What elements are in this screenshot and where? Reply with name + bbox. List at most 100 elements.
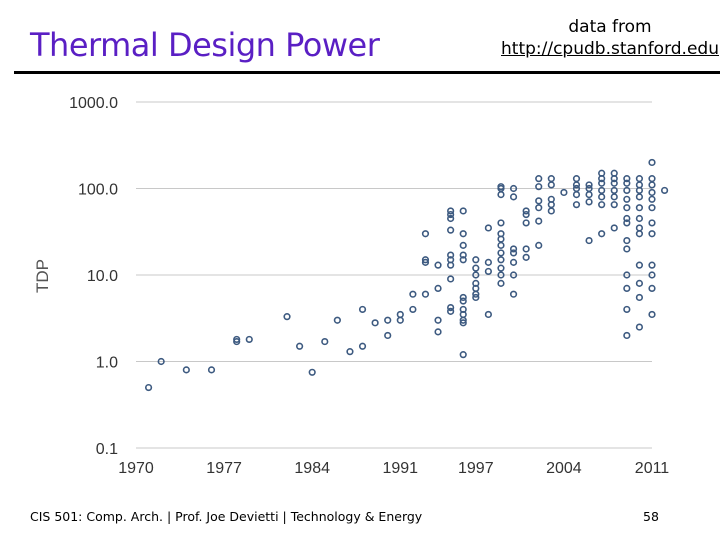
data-point [497,241,505,249]
data-point [509,271,518,279]
data-point [447,226,455,234]
data-point [459,351,467,359]
source-link[interactable]: http://cpudb.stanford.edu [501,39,719,59]
y-tick-label: 0.1 [96,441,118,458]
gridlines [136,101,652,449]
data-point [434,328,442,336]
data-point [421,230,430,238]
data-source-note: data from http://cpudb.stanford.edu [500,16,720,60]
data-point [572,201,581,209]
data-point [535,217,543,225]
data-point [497,219,505,227]
data-point [522,253,530,261]
data-point [207,366,216,374]
data-point [635,230,644,238]
data-point [182,366,190,374]
x-tick-label: 1984 [294,460,330,477]
data-point [484,267,492,276]
data-point [623,271,631,279]
data-point [635,204,644,212]
data-point [572,191,581,199]
data-point [623,284,631,292]
data-point [157,357,165,366]
data-point [623,179,631,187]
data-point [585,184,593,193]
data-point [522,219,530,227]
data-point [509,193,518,201]
data-point [572,175,581,183]
data-point [585,236,593,245]
data-point [409,290,417,298]
data-point [346,348,354,356]
data-point [648,284,656,292]
data-point [447,210,455,219]
data-point [635,261,644,269]
data-point [648,204,656,212]
data-point [648,310,656,319]
y-tick-label: 1000.0 [69,95,118,112]
x-tick-label: 2011 [635,460,670,477]
data-point [648,195,656,203]
data-point [497,183,505,191]
data-point [648,271,656,279]
data-point [535,197,543,205]
data-point [560,188,568,197]
data-point [358,305,367,314]
data-point [144,383,153,392]
data-point [371,319,379,327]
data-point [547,175,555,183]
data-point [522,210,530,219]
source-label: data from [568,17,652,37]
data-point [497,279,505,287]
data-point [459,251,467,259]
data-point [434,261,442,269]
data-point [610,186,618,195]
data-point [623,204,631,212]
data-point [623,331,631,340]
data-point [459,297,467,305]
data-point [396,310,404,319]
data-point [598,186,606,195]
data-point [459,293,467,302]
data-point [623,236,631,245]
data-point [610,169,618,177]
data-point [610,179,618,187]
slide-title: Thermal Design Power [30,26,380,64]
title-divider [14,71,720,74]
data-point [459,241,467,249]
data-point [434,284,442,292]
data-point [459,319,467,327]
data-point [623,195,631,203]
data-point [610,193,618,201]
data-point [472,256,480,264]
data-point [610,201,618,209]
data-point [484,310,492,319]
data-point [384,331,392,340]
data-point [547,207,555,215]
data-point [447,275,455,283]
data-point [472,293,480,302]
data-point [547,181,555,189]
data-point [635,323,644,331]
data-point [421,256,430,264]
data-point [623,245,631,253]
data-point [635,279,644,287]
x-tick-label: 2004 [546,460,582,477]
data-point [648,188,656,197]
data-point [447,307,455,315]
data-point [535,175,543,183]
data-point [421,290,430,298]
data-point [660,186,669,195]
page-number: 58 [643,509,659,524]
data-point [610,224,618,232]
data-point [635,175,644,183]
y-tick-labels: 1000.0 100.0 10.0 1.0 0.1 [69,95,118,458]
data-point [648,219,656,227]
data-point [598,179,606,187]
data-point [459,305,467,314]
data-point [585,198,593,206]
data-point [447,256,455,264]
data-point [472,284,480,292]
data-point [535,241,543,249]
